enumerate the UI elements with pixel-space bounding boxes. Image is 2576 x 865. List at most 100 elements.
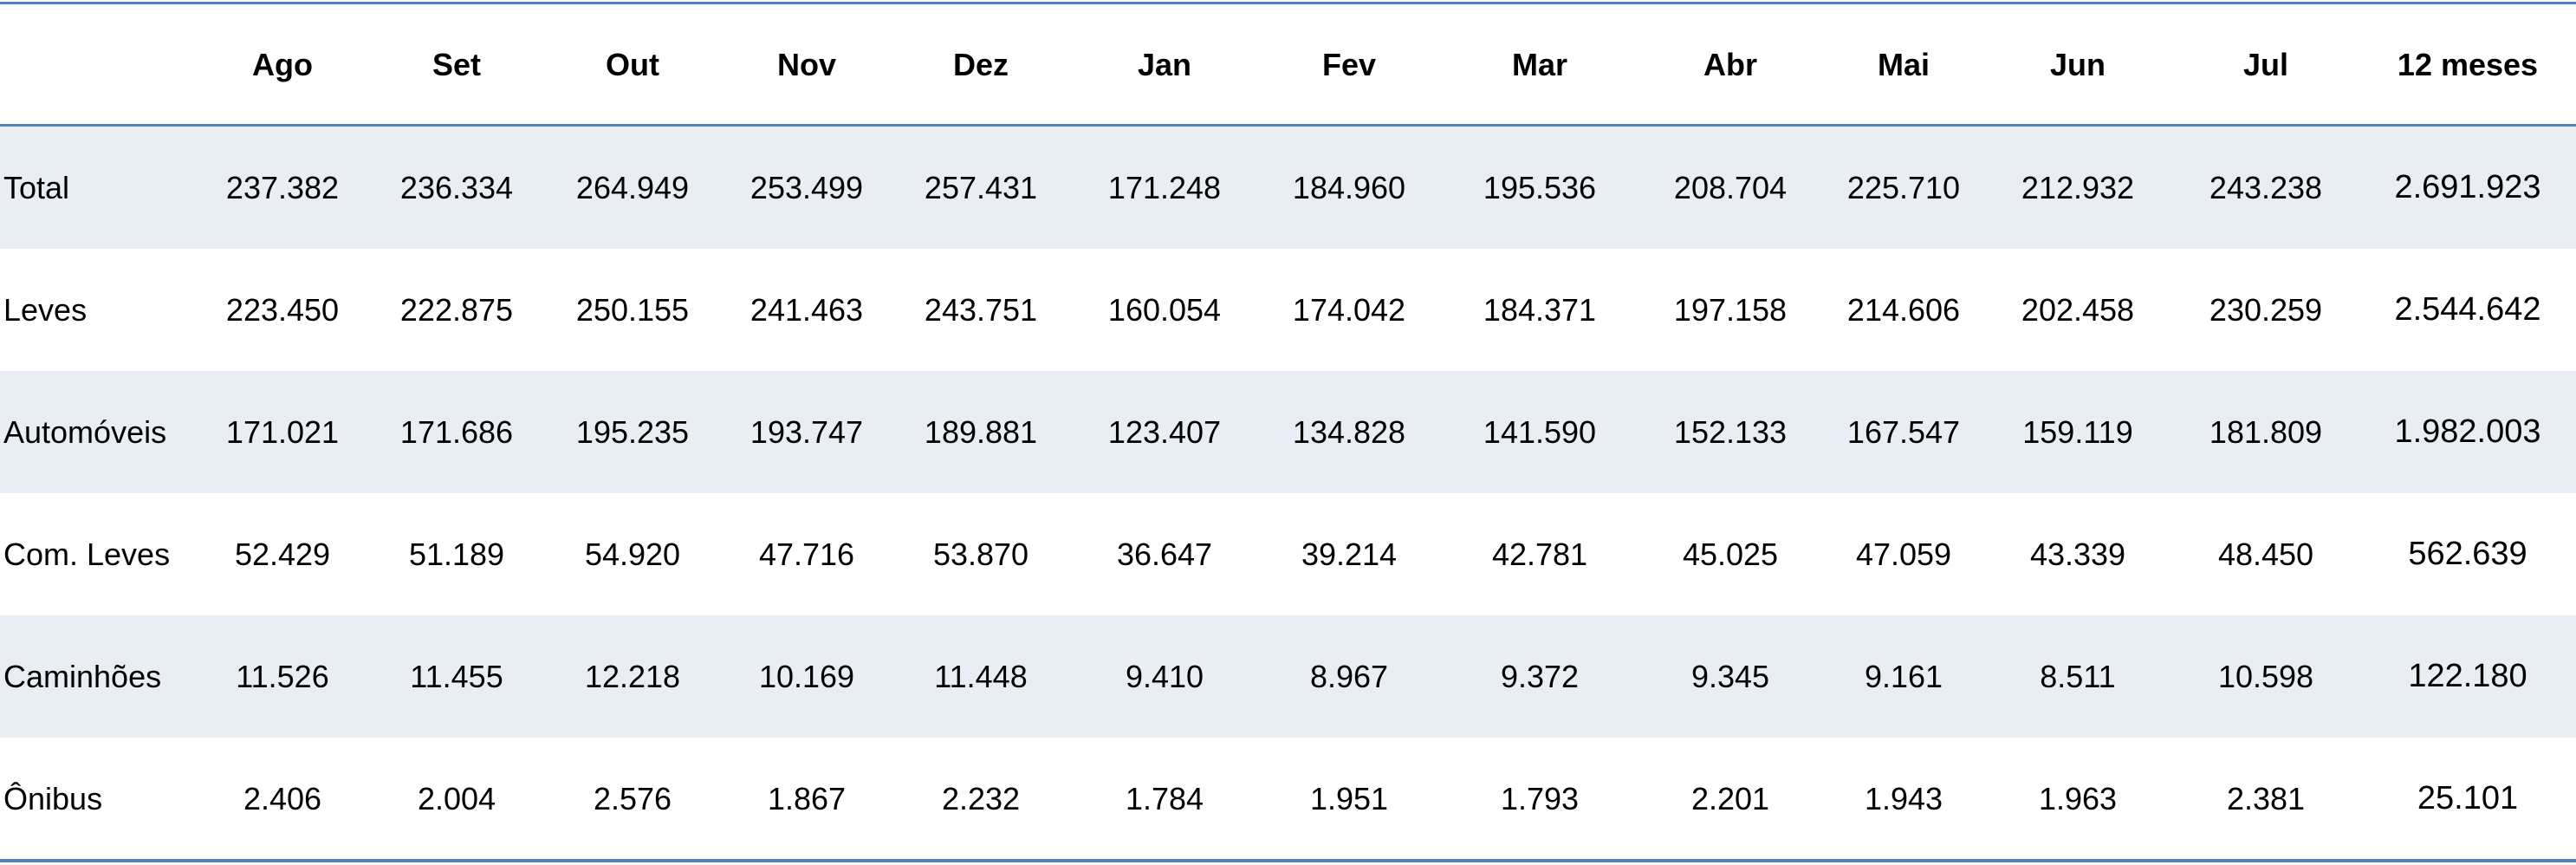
table-cell: 264.949 (575, 170, 690, 205)
table-cell: 10.598 (2217, 659, 2314, 694)
table-cell: 8.967 (1309, 659, 1389, 694)
column-header: Set (431, 47, 482, 82)
table-cell: 1.951 (1309, 781, 1389, 816)
table-cell: 122.180 (2408, 658, 2527, 694)
table-cell: 11.526 (236, 659, 329, 694)
column-header: Mar (1511, 47, 1568, 82)
table-cell: 562.639 (2408, 536, 2527, 572)
table-cell: 2.544.642 (2394, 291, 2541, 328)
table-cell: 8.511 (2040, 659, 2116, 694)
table-cell: 193.747 (749, 414, 864, 450)
table-cell: 123.407 (1107, 414, 1222, 450)
table-cell: 2.406 (243, 781, 322, 816)
table-cell: 9.372 (1500, 659, 1580, 694)
table-cell: 250.155 (575, 292, 690, 328)
table-cell: 45.025 (1682, 537, 1779, 572)
column-header: Nov (776, 47, 836, 82)
column-header: Mai (1877, 47, 1930, 82)
column-header: Abr (1703, 47, 1757, 82)
table-cell: 243.238 (2209, 170, 2323, 205)
table-cell: 253.499 (749, 170, 864, 205)
table-cell: 141.590 (1483, 414, 1597, 450)
column-header: Dez (952, 47, 1009, 82)
table-cell: 25.101 (2417, 780, 2519, 816)
column-header: Out (606, 47, 659, 82)
table-cell: 236.334 (399, 170, 514, 205)
table-cell: 174.042 (1292, 292, 1406, 328)
table-cell: 53.870 (932, 537, 1029, 572)
table-cell: 11.455 (410, 659, 503, 694)
table-cell: 134.828 (1292, 414, 1406, 450)
table-cell: 202.458 (2021, 292, 2135, 328)
table-cell: 2.576 (593, 781, 672, 816)
table-cell: 171.686 (399, 414, 514, 450)
table-row: Leves 223.450 222.875 250.155 241.463 243.751… (0, 249, 2576, 371)
table-cell: 9.345 (1690, 659, 1770, 694)
table-cell: 42.781 (1491, 537, 1588, 572)
row-label: Leves (3, 292, 88, 328)
row-label: Com. Leves (3, 537, 171, 572)
table-cell: 189.881 (924, 414, 1038, 450)
table-cell: 47.716 (758, 537, 855, 572)
column-header: Jun (2049, 47, 2106, 82)
table-cell: 152.133 (1673, 414, 1788, 450)
table-cell: 212.932 (2021, 170, 2135, 205)
row-label: Automóveis (3, 414, 167, 450)
column-header: Fev (1321, 47, 1377, 82)
column-header: Ago (252, 47, 313, 82)
table-cell: 195.235 (575, 414, 690, 450)
table-cell: 47.059 (1855, 537, 1952, 572)
table-cell: 2.201 (1690, 781, 1770, 816)
table-cell: 2.691.923 (2394, 169, 2541, 205)
table-cell: 181.809 (2209, 414, 2323, 450)
table-cell: 36.647 (1116, 537, 1213, 572)
table-row: Ônibus 2.406 2.004 2.576 1.867 2.232 1.784 1.95… (0, 738, 2576, 860)
table-cell: 9.410 (1125, 659, 1204, 694)
table-cell: 197.158 (1673, 292, 1788, 328)
table-cell: 195.536 (1483, 170, 1597, 205)
table-cell: 2.381 (2226, 781, 2306, 816)
table-cell: 52.429 (234, 537, 331, 572)
table-cell: 237.382 (225, 170, 340, 205)
row-label: Total (3, 170, 70, 205)
table-cell: 1.943 (1864, 781, 1943, 816)
table-cell: 1.982.003 (2394, 413, 2541, 450)
table-cell: 54.920 (584, 537, 681, 572)
table-cell: 171.248 (1107, 170, 1222, 205)
table-cell: 2.232 (941, 781, 1021, 816)
table-cell: 1.793 (1500, 781, 1580, 816)
table-cell: 2.004 (417, 781, 496, 816)
table-row: Total 237.382 236.334 264.949 253.499 257.431… (0, 127, 2576, 249)
table-cell: 1.963 (2038, 781, 2118, 816)
table-cell: 1.784 (1125, 781, 1204, 816)
table-cell: 241.463 (749, 292, 864, 328)
row-label: Ônibus (3, 781, 103, 816)
table-cell: 184.960 (1292, 170, 1406, 205)
header-rule (0, 124, 2576, 127)
table-cell: 208.704 (1673, 170, 1788, 205)
table-cell: 159.119 (2022, 414, 2133, 450)
table-cell: 48.450 (2217, 537, 2314, 572)
table-cell: 243.751 (924, 292, 1038, 328)
table-row: Automóveis 171.021 171.686 195.235 193.747 18… (0, 371, 2576, 493)
column-header: Jan (1137, 47, 1192, 82)
column-header: 12 meses (2397, 47, 2539, 82)
table-cell: 51.189 (408, 537, 505, 572)
table-cell: 11.448 (934, 659, 1028, 694)
header-row: Ago Set Out Nov Dez Jan Fev Mar Abr Mai Jun Jul 12 m… (0, 4, 2576, 124)
table-cell: 223.450 (225, 292, 340, 328)
table-cell: 9.161 (1864, 659, 1943, 694)
table-cell: 230.259 (2209, 292, 2323, 328)
table-cell: 214.606 (1846, 292, 1961, 328)
table-row: Caminhões 11.526 11.455 12.218 10.169 11.448 9… (0, 615, 2576, 738)
table-cell: 225.710 (1846, 170, 1961, 205)
table-cell: 184.371 (1483, 292, 1597, 328)
column-header: Jul (2242, 47, 2288, 82)
table-cell: 257.431 (924, 170, 1038, 205)
table-cell: 43.339 (2029, 537, 2126, 572)
table-cell: 10.169 (758, 659, 855, 694)
table-cell: 160.054 (1107, 292, 1222, 328)
table-cell: 167.547 (1846, 414, 1961, 450)
table-cell: 39.214 (1301, 537, 1398, 572)
